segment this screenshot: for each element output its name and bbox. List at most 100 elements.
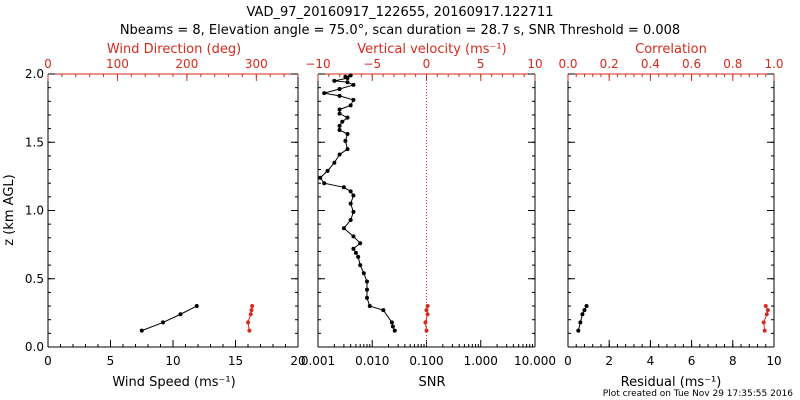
snr-point: [337, 87, 342, 92]
wind-bottom-tick-label: 10: [165, 354, 180, 368]
snr-point: [351, 209, 356, 214]
snr-point: [341, 226, 346, 231]
correlation-point: [762, 328, 767, 333]
wind-speed-point: [178, 312, 183, 317]
snr-bottom-tick-label: 0.010: [355, 354, 389, 368]
wind-top-tick-label: 200: [175, 57, 198, 71]
wind-speed-line: [141, 305, 197, 332]
wind-direction-point: [250, 304, 255, 309]
wind-direction-point: [247, 328, 252, 333]
snr-point: [351, 97, 356, 102]
wind-direction-point: [248, 312, 253, 317]
snr-point: [389, 320, 394, 325]
snr-point: [348, 103, 353, 108]
y-tick-label: 1.5: [25, 135, 44, 149]
vertical-velocity-axis-label: Vertical velocity (ms⁻¹): [357, 42, 506, 57]
residual-top-tick-label: 0.2: [600, 57, 619, 71]
wind-speed-point: [139, 328, 144, 333]
residual-point: [578, 320, 583, 325]
residual-top-tick-label: 0.8: [723, 57, 742, 71]
snr-bottom-tick-label: 0.100: [409, 354, 443, 368]
snr-point: [343, 138, 348, 143]
residual-point: [580, 312, 585, 317]
vertical-velocity-point: [423, 320, 428, 325]
snr-point: [322, 181, 327, 186]
snr-top-tick-label: −10: [305, 57, 330, 71]
wind-speed-axis-label: Wind Speed (ms⁻¹): [112, 375, 235, 390]
snr-point: [361, 271, 366, 276]
y-tick-label: 0.5: [25, 272, 44, 286]
snr-point: [345, 115, 350, 120]
residual-top-tick-label: 0.4: [641, 57, 660, 71]
snr-top-tick-label: 0: [423, 57, 431, 71]
snr-axis-label: SNR: [418, 375, 445, 390]
snr-point: [341, 185, 346, 190]
wind-direction-point: [249, 308, 254, 313]
snr-bottom-tick-label: 0.001: [301, 354, 335, 368]
correlation-point: [764, 312, 769, 317]
snr-point: [345, 147, 350, 152]
snr-point: [358, 263, 363, 268]
snr-point: [337, 93, 342, 98]
y-tick-label: 2.0: [25, 67, 44, 81]
panel-wind: Wind Direction (deg) Wind Speed (ms⁻¹) 0…: [25, 42, 306, 390]
snr-top-tick-label: 10: [527, 57, 542, 71]
correlation-point: [765, 308, 770, 313]
correlation-point: [761, 320, 766, 325]
residual-bottom-tick-label: 0: [564, 354, 572, 368]
snr-point: [348, 189, 353, 194]
snr-point: [337, 152, 342, 157]
residual-top-tick-label: 0.0: [558, 57, 577, 71]
residual-point: [582, 308, 587, 313]
snr-point: [340, 119, 345, 124]
snr-point: [348, 73, 353, 78]
snr-point: [351, 246, 356, 251]
snr-point: [332, 160, 337, 165]
vertical-velocity-point: [425, 312, 430, 317]
residual-point: [584, 304, 589, 309]
residual-point: [576, 328, 581, 333]
wind-bottom-tick-label: 20: [290, 354, 305, 368]
vertical-velocity-point: [425, 304, 430, 309]
snr-point: [348, 201, 353, 206]
wind-bottom-tick-label: 0: [44, 354, 52, 368]
snr-point: [318, 175, 323, 180]
snr-point: [345, 80, 350, 85]
snr-point: [332, 78, 337, 83]
figure-title: VAD_97_20160917_122655, 20160917.122711: [247, 5, 554, 20]
figure-subtitle: Nbeams = 8, Elevation angle = 75.0°, sca…: [120, 23, 680, 38]
snr-point: [348, 218, 353, 223]
wind-speed-point: [161, 320, 165, 325]
snr-point: [390, 324, 395, 329]
wind-direction-axis-label: Wind Direction (deg): [107, 42, 241, 57]
snr-point: [392, 328, 397, 333]
residual-top-tick-label: 0.6: [682, 57, 701, 71]
snr-point: [364, 287, 369, 292]
snr-point: [367, 304, 372, 309]
residual-top-tick-label: 1.0: [764, 57, 783, 71]
panel-residual: Correlation Residual (ms⁻¹) 0 2 4 6 8 10 0.0 0.…: [558, 42, 783, 390]
residual-panel-marks: 0 2 4 6 8 10 0.0 0.2 0.4 0.6 0.8 1.0: [558, 57, 783, 368]
y-tick-label: 0.0: [25, 340, 44, 354]
snr-bottom-tick-label: 1.000: [464, 354, 498, 368]
snr-point: [351, 193, 356, 198]
wind-top-tick-label: 0: [44, 57, 52, 71]
snr-point: [364, 279, 369, 284]
wind-bottom-tick-label: 15: [228, 354, 243, 368]
snr-point: [337, 127, 342, 132]
wind-top-tick-label: 100: [106, 57, 129, 71]
panel-snr: Vertical velocity (ms⁻¹) SNR 0.001 0.010 0…: [301, 42, 556, 390]
snr-point: [322, 91, 327, 96]
correlation-axis-label: Correlation: [635, 42, 707, 57]
residual-bottom-tick-label: 4: [647, 354, 655, 368]
y-tick-label: 1.0: [25, 204, 44, 218]
snr-point: [358, 241, 363, 246]
wind-direction-point: [246, 320, 250, 325]
snr-point: [337, 107, 342, 112]
vertical-velocity-point: [424, 308, 429, 313]
snr-point: [351, 234, 356, 239]
residual-bottom-tick-label: 8: [729, 354, 737, 368]
snr-point: [351, 82, 356, 87]
snr-point: [353, 250, 358, 255]
